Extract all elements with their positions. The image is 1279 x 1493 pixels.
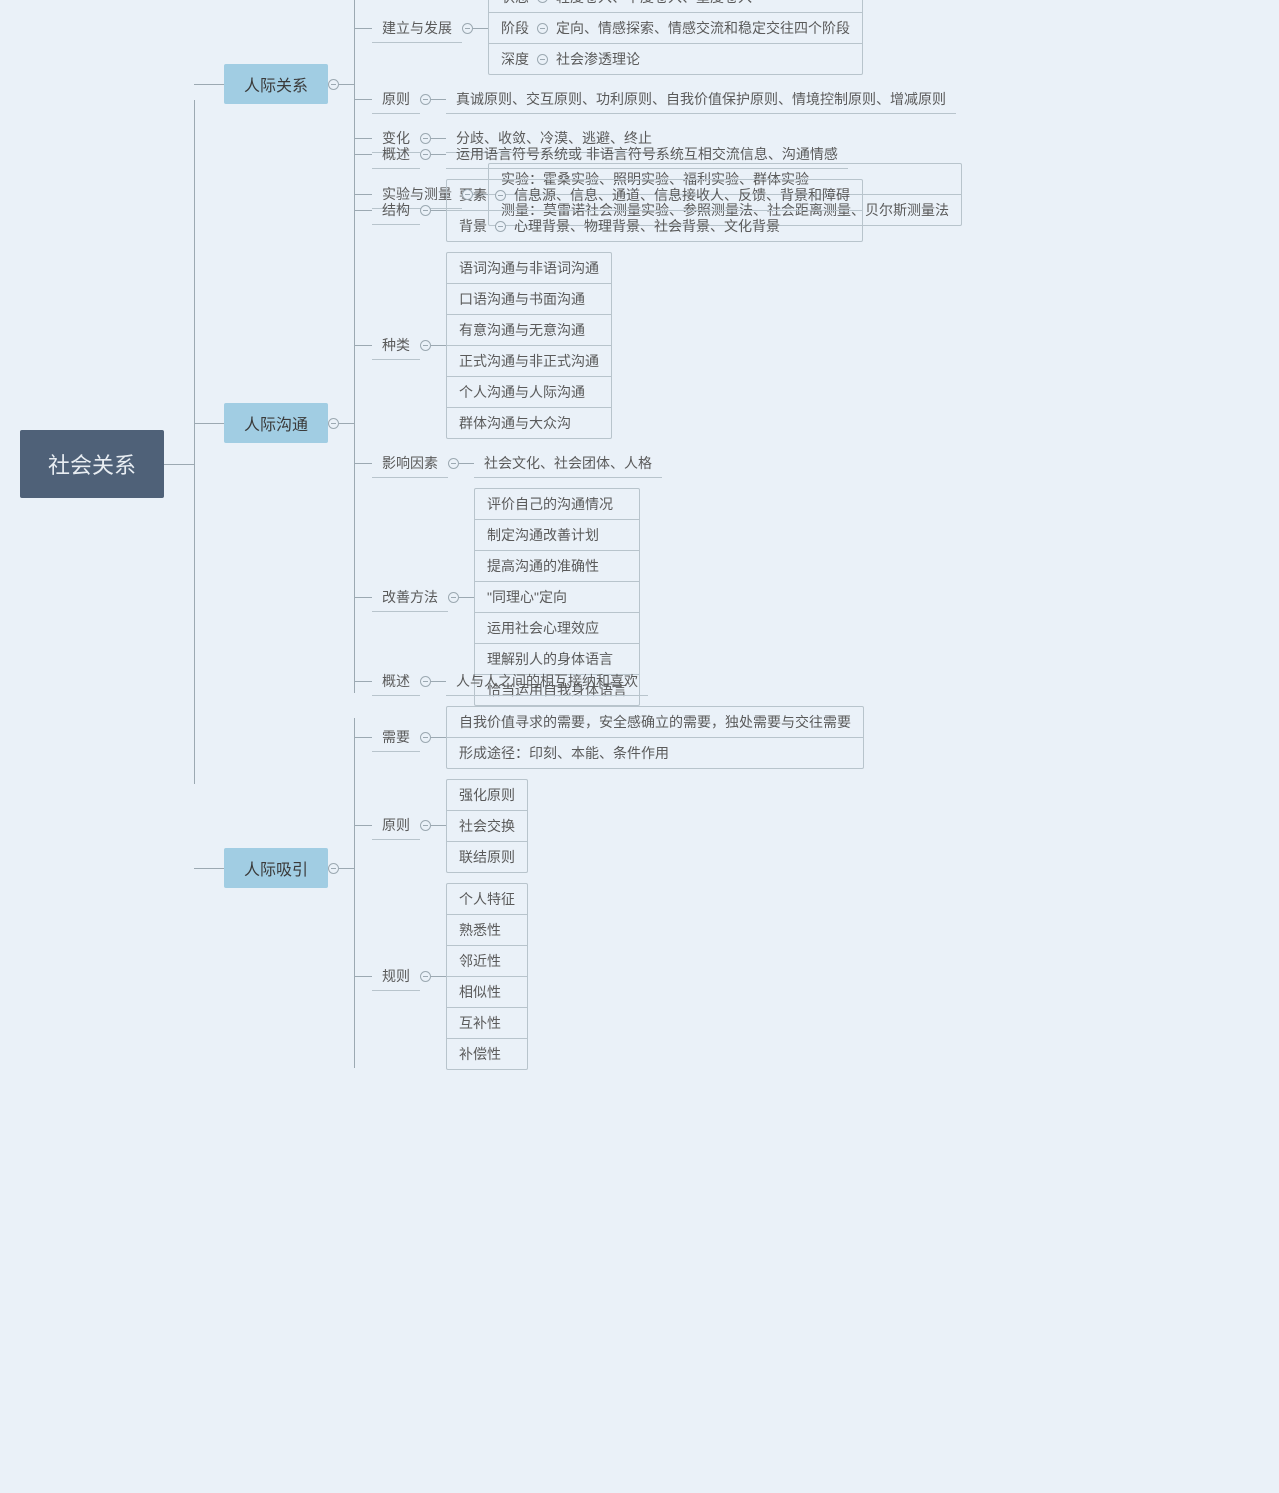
leaf-text: 联结原则 [447, 842, 527, 872]
branch-interpersonal-relation: 人际关系 概述 人与人之间通过直接交往形成起来的相互之间 的情 [194, 40, 962, 128]
sub-label[interactable]: 概述 [372, 667, 420, 696]
collapse-icon[interactable] [448, 458, 459, 469]
mindmap-root: 社会关系 人际关系 [20, 20, 1259, 908]
sub-label[interactable]: 影响因素 [372, 449, 448, 478]
leaf-text: 邻近性 [447, 946, 527, 977]
collapse-icon[interactable] [537, 23, 548, 34]
leaf-group: 要素 信息源、信息、通道、信息接收人、反馈、背景和障碍 背景 心理背景、物理背景… [446, 179, 863, 242]
leaf-text: 个人沟通与人际沟通 [447, 377, 611, 408]
collapse-icon[interactable] [495, 190, 506, 201]
collapse-icon[interactable] [462, 189, 473, 200]
collapse-icon[interactable] [420, 971, 431, 982]
collapse-icon[interactable] [328, 418, 339, 429]
root-node[interactable]: 社会关系 [20, 430, 164, 498]
sub-label[interactable]: 状态 [501, 0, 529, 7]
leaf-text: 互补性 [447, 1008, 527, 1039]
collapse-icon[interactable] [420, 340, 431, 351]
leaf-text: "同理心"定向 [475, 582, 639, 613]
leaf-text: 有意沟通与无意沟通 [447, 315, 611, 346]
sub-label[interactable]: 结构 [372, 196, 420, 225]
collapse-icon[interactable] [420, 676, 431, 687]
collapse-icon[interactable] [420, 133, 431, 144]
collapse-icon[interactable] [328, 863, 339, 874]
sub-label[interactable]: 种类 [372, 331, 420, 360]
leaf-text: 自我价值寻求的需要，安全感确立的需要，独处需要与交往需要 [447, 707, 863, 738]
leaf-group: 状态 轻度卷入、中度卷入、重度卷入 阶段 定向、情感探索、情感交流和稳定交往四个… [488, 0, 863, 75]
leaf-text: 提高沟通的准确性 [475, 551, 639, 582]
branch-node[interactable]: 人际沟通 [224, 403, 328, 443]
collapse-icon[interactable] [462, 23, 473, 34]
leaf-text: 语词沟通与非语词沟通 [447, 253, 611, 284]
leaf-text: 人与人之间的相互接纳和喜欢 [446, 667, 648, 696]
leaf-text: 社会文化、社会团体、人格 [474, 449, 662, 478]
leaf-group: 强化原则 社会交换 联结原则 [446, 779, 528, 873]
sub-label[interactable]: 需要 [372, 723, 420, 752]
leaf-text: 社会交换 [447, 811, 527, 842]
leaf-text: 形成途径：印刻、本能、条件作用 [447, 738, 863, 768]
collapse-icon[interactable] [495, 221, 506, 232]
sub-label[interactable]: 概述 [372, 140, 420, 169]
branch-node[interactable]: 人际关系 [224, 64, 328, 104]
branch-interpersonal-attraction: 人际吸引 概述 人与人之间的相互接纳和喜欢 [194, 848, 962, 888]
leaf-text: 相似性 [447, 977, 527, 1008]
leaf-text: 群体沟通与大众沟 [447, 408, 611, 438]
leaf-text: 熟悉性 [447, 915, 527, 946]
leaf-text: 社会渗透理论 [556, 49, 640, 69]
leaf-text: 个人特征 [447, 884, 527, 915]
leaf-text: 强化原则 [447, 780, 527, 811]
leaf-text: 制定沟通改善计划 [475, 520, 639, 551]
leaf-group: 个人特征 熟悉性 邻近性 相似性 互补性 补偿性 [446, 883, 528, 1070]
leaf-text: 心理背景、物理背景、社会背景、文化背景 [514, 216, 780, 236]
collapse-icon[interactable] [328, 79, 339, 90]
branch-node[interactable]: 人际吸引 [224, 848, 328, 888]
sub-label[interactable]: 深度 [501, 49, 529, 69]
leaf-text: 正式沟通与非正式沟通 [447, 346, 611, 377]
collapse-icon[interactable] [420, 820, 431, 831]
leaf-text: 评价自己的沟通情况 [475, 489, 639, 520]
collapse-icon[interactable] [420, 732, 431, 743]
leaf-group: 自我价值寻求的需要，安全感确立的需要，独处需要与交往需要 形成途径：印刻、本能、… [446, 706, 864, 769]
leaf-text: 真诚原则、交互原则、功利原则、自我价值保护原则、情境控制原则、增减原则 [446, 85, 956, 114]
branch-interpersonal-communication: 人际沟通 概述 运用语言符号系统或 非语言符号系统互相交流信息 [194, 388, 962, 458]
collapse-icon[interactable] [448, 592, 459, 603]
sub-label[interactable]: 建立与发展 [372, 14, 462, 43]
leaf-text: 口语沟通与书面沟通 [447, 284, 611, 315]
collapse-icon[interactable] [420, 94, 431, 105]
leaf-text: 信息源、信息、通道、信息接收人、反馈、背景和障碍 [514, 185, 850, 205]
leaf-group: 语词沟通与非语词沟通 口语沟通与书面沟通 有意沟通与无意沟通 正式沟通与非正式沟… [446, 252, 612, 439]
sub-label[interactable]: 原则 [372, 811, 420, 840]
leaf-text: 轻度卷入、中度卷入、重度卷入 [556, 0, 752, 7]
leaf-text: 定向、情感探索、情感交流和稳定交往四个阶段 [556, 18, 850, 38]
sub-label[interactable]: 原则 [372, 85, 420, 114]
sub-label[interactable]: 改善方法 [372, 583, 448, 612]
collapse-icon[interactable] [537, 0, 548, 3]
sub-label[interactable]: 规则 [372, 962, 420, 991]
collapse-icon[interactable] [537, 54, 548, 65]
collapse-icon[interactable] [420, 205, 431, 216]
collapse-icon[interactable] [420, 149, 431, 160]
leaf-text: 补偿性 [447, 1039, 527, 1069]
sub-label[interactable]: 背景 [459, 216, 487, 236]
sub-label[interactable]: 阶段 [501, 18, 529, 38]
leaf-text: 运用语言符号系统或 非语言符号系统互相交流信息、沟通情感 [446, 140, 848, 169]
leaf-text: 运用社会心理效应 [475, 613, 639, 644]
